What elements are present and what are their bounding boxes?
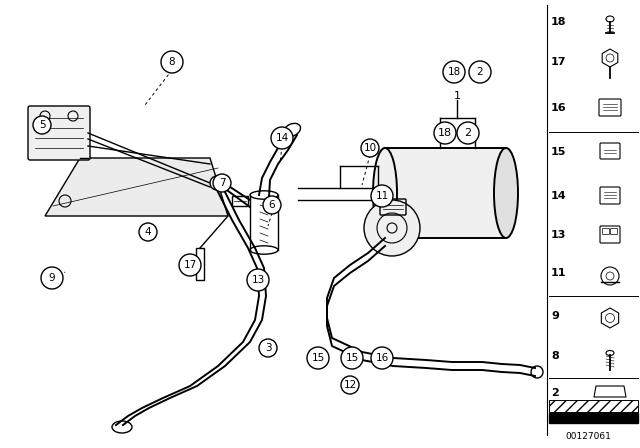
Polygon shape xyxy=(45,158,228,216)
Text: 17: 17 xyxy=(184,260,196,270)
Text: 2: 2 xyxy=(477,67,483,77)
Text: 16: 16 xyxy=(376,353,388,363)
Bar xyxy=(232,196,248,206)
Text: 10: 10 xyxy=(364,143,376,153)
Circle shape xyxy=(457,122,479,144)
Text: 3: 3 xyxy=(265,343,271,353)
Text: 18: 18 xyxy=(551,17,566,27)
Ellipse shape xyxy=(494,148,518,238)
Text: 4: 4 xyxy=(145,227,151,237)
Circle shape xyxy=(371,185,393,207)
Text: 18: 18 xyxy=(447,67,461,77)
Text: 13: 13 xyxy=(252,275,264,285)
Text: 2: 2 xyxy=(551,388,559,398)
Circle shape xyxy=(443,61,465,83)
Circle shape xyxy=(271,127,293,149)
Circle shape xyxy=(210,176,224,190)
Text: 11: 11 xyxy=(376,191,388,201)
Ellipse shape xyxy=(373,148,397,238)
Text: 5: 5 xyxy=(38,120,45,130)
Circle shape xyxy=(307,347,329,369)
Circle shape xyxy=(247,269,269,291)
Text: 8: 8 xyxy=(551,351,559,361)
Circle shape xyxy=(469,61,491,83)
Text: 1: 1 xyxy=(454,91,461,101)
Text: 15: 15 xyxy=(551,147,566,157)
Text: 00127061: 00127061 xyxy=(565,432,611,441)
Bar xyxy=(385,148,506,238)
Text: 17: 17 xyxy=(551,57,566,67)
Circle shape xyxy=(179,254,201,276)
Circle shape xyxy=(341,376,359,394)
Text: 8: 8 xyxy=(169,57,175,67)
Text: 6: 6 xyxy=(269,200,275,210)
Text: 12: 12 xyxy=(344,380,356,390)
Text: 9: 9 xyxy=(49,273,55,283)
Text: 7: 7 xyxy=(219,178,225,188)
Text: 14: 14 xyxy=(275,133,289,143)
Bar xyxy=(549,400,638,412)
Text: 16: 16 xyxy=(551,103,566,113)
Circle shape xyxy=(139,223,157,241)
Text: 11: 11 xyxy=(551,268,566,278)
Text: 9: 9 xyxy=(551,311,559,321)
Circle shape xyxy=(364,200,420,256)
Circle shape xyxy=(213,174,231,192)
Circle shape xyxy=(263,196,281,214)
Circle shape xyxy=(434,122,456,144)
Text: 2: 2 xyxy=(465,128,472,138)
Bar xyxy=(549,413,638,423)
Circle shape xyxy=(371,347,393,369)
Circle shape xyxy=(161,51,183,73)
Text: 13: 13 xyxy=(551,230,566,240)
Text: 14: 14 xyxy=(551,191,566,201)
Circle shape xyxy=(259,339,277,357)
Text: 15: 15 xyxy=(312,353,324,363)
Bar xyxy=(196,248,204,280)
Circle shape xyxy=(41,267,63,289)
Text: 15: 15 xyxy=(346,353,358,363)
Circle shape xyxy=(361,139,379,157)
Circle shape xyxy=(341,347,363,369)
Text: 18: 18 xyxy=(438,128,452,138)
FancyBboxPatch shape xyxy=(28,106,90,160)
Circle shape xyxy=(33,116,51,134)
